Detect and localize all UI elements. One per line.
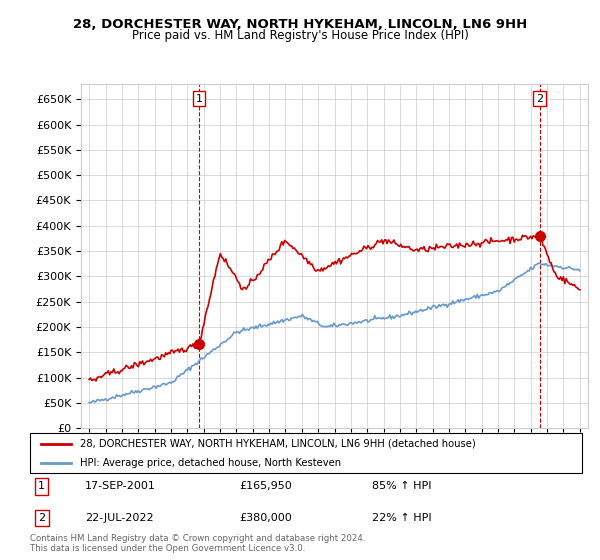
Text: 28, DORCHESTER WAY, NORTH HYKEHAM, LINCOLN, LN6 9HH: 28, DORCHESTER WAY, NORTH HYKEHAM, LINCO…	[73, 18, 527, 31]
Text: 17-SEP-2001: 17-SEP-2001	[85, 482, 156, 492]
Text: 1: 1	[38, 482, 45, 492]
Text: 28, DORCHESTER WAY, NORTH HYKEHAM, LINCOLN, LN6 9HH (detached house): 28, DORCHESTER WAY, NORTH HYKEHAM, LINCO…	[80, 439, 475, 449]
Text: 1: 1	[196, 94, 202, 104]
Text: 22-JUL-2022: 22-JUL-2022	[85, 514, 154, 523]
FancyBboxPatch shape	[30, 433, 582, 473]
Text: £165,950: £165,950	[240, 482, 293, 492]
Text: Contains HM Land Registry data © Crown copyright and database right 2024.
This d: Contains HM Land Registry data © Crown c…	[30, 534, 365, 553]
Text: Price paid vs. HM Land Registry's House Price Index (HPI): Price paid vs. HM Land Registry's House …	[131, 29, 469, 42]
Text: £380,000: £380,000	[240, 514, 293, 523]
Text: 2: 2	[38, 514, 46, 523]
Text: 85% ↑ HPI: 85% ↑ HPI	[372, 482, 432, 492]
Text: HPI: Average price, detached house, North Kesteven: HPI: Average price, detached house, Nort…	[80, 458, 341, 468]
Text: 2: 2	[536, 94, 544, 104]
Text: 22% ↑ HPI: 22% ↑ HPI	[372, 514, 432, 523]
